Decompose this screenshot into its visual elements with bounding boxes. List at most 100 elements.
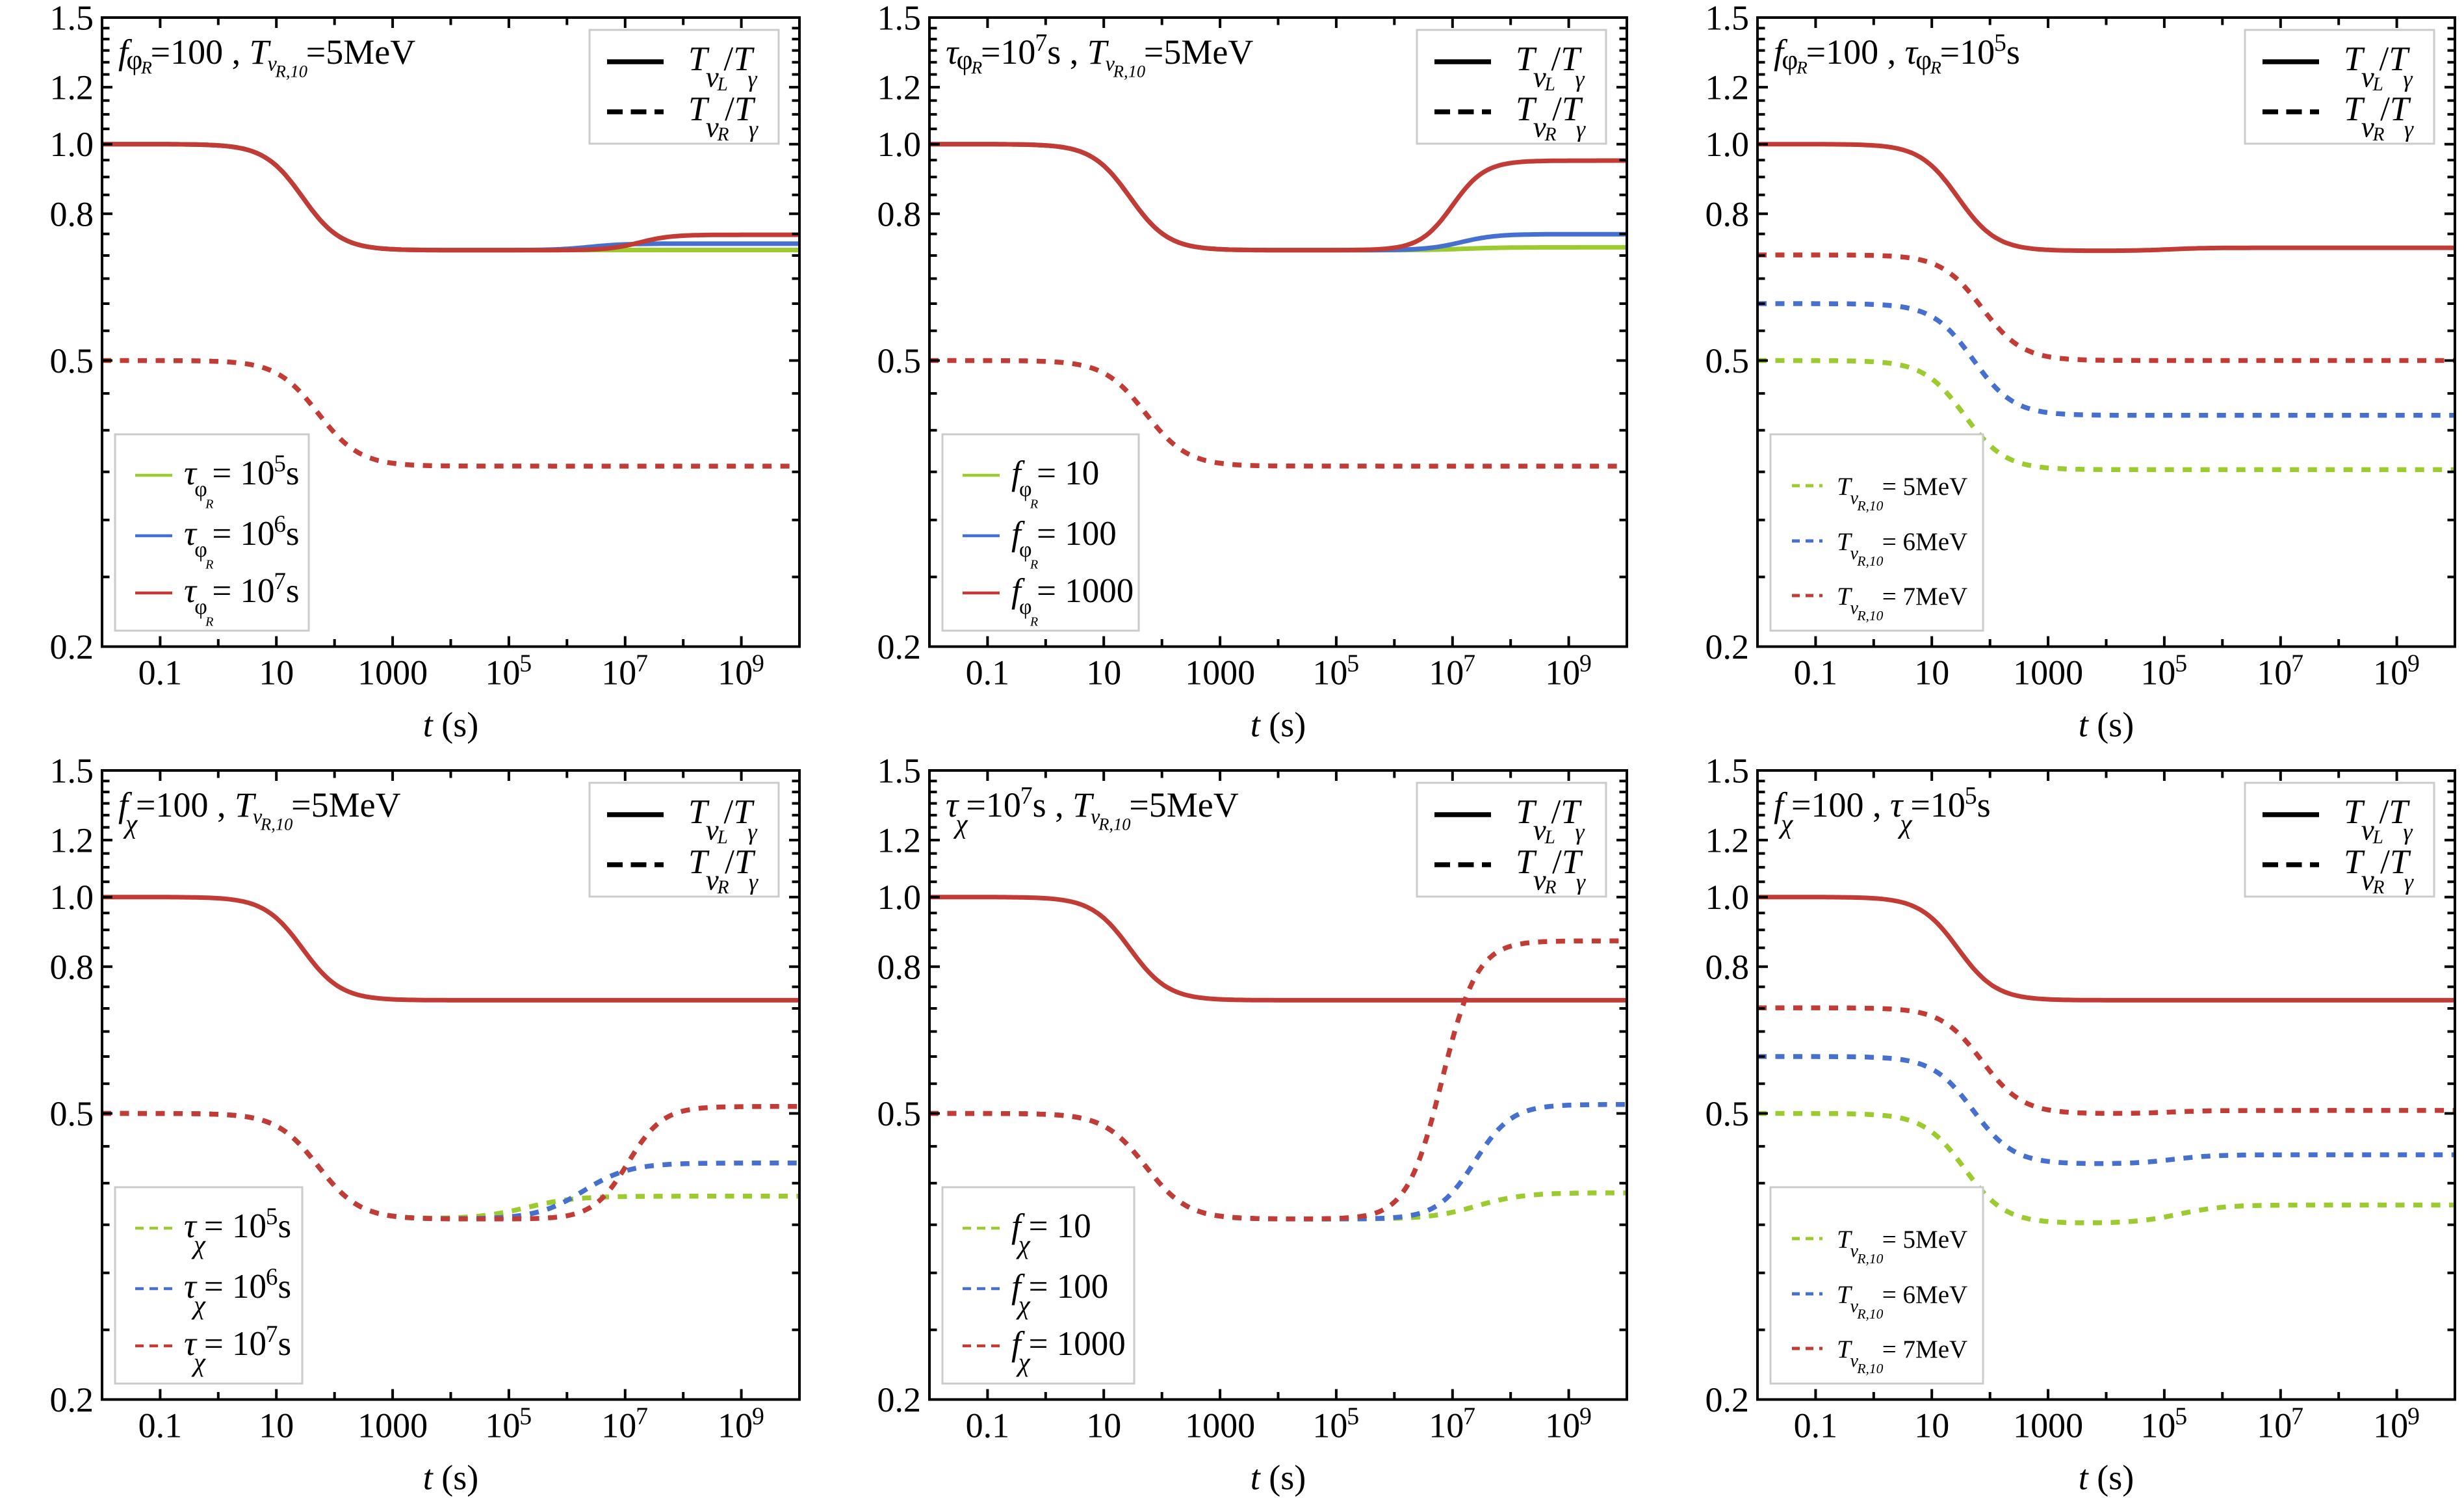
svg-text:τφR= 105s: τφ R= 105s (184, 451, 300, 512)
svg-text:109: 109 (1545, 650, 1592, 692)
svg-text:1.5: 1.5 (50, 752, 94, 791)
svg-text:0.1: 0.1 (966, 1406, 1010, 1445)
svg-text:1.2: 1.2 (1705, 821, 1750, 860)
svg-text:τφR= 106s: τφ R= 106s (184, 511, 300, 572)
svg-text:TνL/Tγ: TνL/T γ (688, 40, 757, 95)
svg-text:TνR/Tγ: TνR/T γ (688, 843, 759, 898)
svg-text:TνL/Tγ: TνL/T γ (688, 793, 757, 848)
svg-text:TνR/Tγ: TνR/T γ (2344, 843, 2414, 898)
svg-text:0.1: 0.1 (1794, 1406, 1838, 1445)
svg-text:τχ= 107s: τχ= 107s (184, 1321, 291, 1376)
svg-text:109: 109 (718, 650, 764, 692)
svg-text:1.2: 1.2 (50, 821, 94, 860)
svg-text:0.8: 0.8 (50, 194, 94, 233)
svg-text:0.5: 0.5 (1705, 1094, 1750, 1133)
svg-text:t (s): t (s) (423, 1458, 479, 1497)
svg-text:1000: 1000 (1185, 653, 1255, 692)
svg-text:0.8: 0.8 (877, 194, 922, 233)
svg-text:10: 10 (1914, 1406, 1949, 1445)
svg-text:TνR,10= 6MeV: TνR,10= 6MeV (1837, 528, 1967, 569)
svg-text:0.8: 0.8 (50, 947, 94, 986)
svg-text:t (s): t (s) (1251, 1458, 1306, 1497)
svg-text:1.5: 1.5 (877, 752, 922, 791)
svg-text:0.5: 0.5 (50, 341, 94, 380)
svg-text:107: 107 (2257, 1402, 2303, 1445)
svg-text:0.1: 0.1 (966, 653, 1010, 692)
svg-text:fχ= 100: fχ= 100 (1011, 1268, 1108, 1319)
svg-text:t (s): t (s) (423, 705, 479, 744)
svg-text:TνR/Tγ: TνR/T γ (1516, 843, 1586, 898)
svg-text:TνL/Tγ: TνL/T γ (2344, 40, 2413, 95)
svg-text:107: 107 (2257, 650, 2303, 692)
svg-text:fχ= 10: fχ= 10 (1011, 1207, 1091, 1259)
svg-text:0.1: 0.1 (138, 1406, 183, 1445)
svg-text:1.2: 1.2 (877, 821, 922, 860)
svg-text:TνR,10= 6MeV: TνR,10= 6MeV (1837, 1281, 1967, 1322)
svg-text:107: 107 (601, 650, 648, 692)
svg-text:105: 105 (485, 1402, 532, 1445)
svg-text:t (s): t (s) (2079, 705, 2134, 744)
svg-text:105: 105 (2140, 650, 2187, 692)
svg-text:0.8: 0.8 (877, 947, 922, 986)
svg-text:TνL/Tγ: TνL/T γ (2344, 793, 2413, 848)
svg-text:0.2: 0.2 (50, 1380, 94, 1419)
svg-text:TνL/Tγ: TνL/T γ (1516, 40, 1585, 95)
svg-text:109: 109 (2373, 1402, 2420, 1445)
svg-text:TνR/Tγ: TνR/T γ (1516, 90, 1586, 145)
svg-text:τφR=107s , TνR,10=5MeV: τφR=107s , TνR,10=5MeV (946, 29, 1253, 81)
svg-text:0.2: 0.2 (877, 627, 922, 666)
svg-text:0.2: 0.2 (50, 627, 94, 666)
svg-text:fφR=100 , τφR=105s: fφR=100 , τφR=105s (1774, 29, 2020, 77)
svg-text:TνR,10= 7MeV: TνR,10= 7MeV (1837, 1335, 1967, 1376)
svg-text:TνR/Tγ: TνR/T γ (688, 90, 759, 145)
svg-text:107: 107 (1429, 1402, 1475, 1445)
svg-text:0.8: 0.8 (1705, 947, 1750, 986)
svg-text:0.1: 0.1 (138, 653, 183, 692)
svg-text:0.2: 0.2 (1705, 1380, 1750, 1419)
svg-text:105: 105 (1312, 650, 1359, 692)
svg-text:1.0: 1.0 (877, 125, 922, 164)
svg-text:105: 105 (1312, 1402, 1359, 1445)
svg-text:τφR= 107s: τφ R= 107s (184, 568, 300, 629)
svg-text:1000: 1000 (357, 653, 428, 692)
svg-text:0.5: 0.5 (877, 1094, 922, 1133)
svg-text:1000: 1000 (357, 1406, 428, 1445)
svg-text:10: 10 (259, 1406, 294, 1445)
svg-text:TνL/Tγ: TνL/T γ (1516, 793, 1585, 848)
svg-text:1.0: 1.0 (50, 878, 94, 917)
svg-text:0.2: 0.2 (877, 1380, 922, 1419)
svg-text:109: 109 (2373, 650, 2420, 692)
svg-text:1.0: 1.0 (50, 125, 94, 164)
svg-text:1000: 1000 (2013, 1406, 2083, 1445)
svg-text:TνR,10= 5MeV: TνR,10= 5MeV (1837, 1226, 1967, 1267)
svg-text:10: 10 (1086, 653, 1121, 692)
svg-text:107: 107 (1429, 650, 1475, 692)
svg-text:10: 10 (1914, 653, 1949, 692)
svg-text:105: 105 (2140, 1402, 2187, 1445)
svg-text:TνR,10= 5MeV: TνR,10= 5MeV (1837, 473, 1967, 514)
svg-text:τχ= 106s: τχ= 106s (184, 1264, 291, 1319)
svg-text:1.5: 1.5 (1705, 0, 1750, 38)
svg-text:0.5: 0.5 (877, 341, 922, 380)
svg-text:0.2: 0.2 (1705, 627, 1750, 666)
svg-text:1.0: 1.0 (1705, 125, 1750, 164)
svg-text:fχ=100 , TνR,10=5MeV: fχ=100 , TνR,10=5MeV (118, 785, 401, 839)
svg-text:10: 10 (1086, 1406, 1121, 1445)
svg-text:1000: 1000 (2013, 653, 2083, 692)
svg-text:t (s): t (s) (1251, 705, 1306, 744)
svg-text:0.8: 0.8 (1705, 194, 1750, 233)
svg-text:0.5: 0.5 (50, 1094, 94, 1133)
svg-text:107: 107 (601, 1402, 648, 1445)
svg-text:fχ=100 , τχ=105s: fχ=100 , τχ=105s (1774, 782, 1991, 839)
svg-text:105: 105 (485, 650, 532, 692)
svg-text:1.5: 1.5 (50, 0, 94, 38)
svg-text:109: 109 (718, 1402, 764, 1445)
svg-text:fχ= 1000: fχ= 1000 (1011, 1325, 1126, 1376)
svg-text:τχ=107s , TνR,10=5MeV: τχ=107s , TνR,10=5MeV (946, 782, 1239, 839)
svg-text:1.2: 1.2 (50, 68, 94, 107)
svg-text:0.5: 0.5 (1705, 341, 1750, 380)
svg-text:1000: 1000 (1185, 1406, 1255, 1445)
svg-text:τχ= 105s: τχ= 105s (184, 1203, 291, 1259)
svg-text:1.2: 1.2 (1705, 68, 1750, 107)
svg-text:0.1: 0.1 (1794, 653, 1838, 692)
